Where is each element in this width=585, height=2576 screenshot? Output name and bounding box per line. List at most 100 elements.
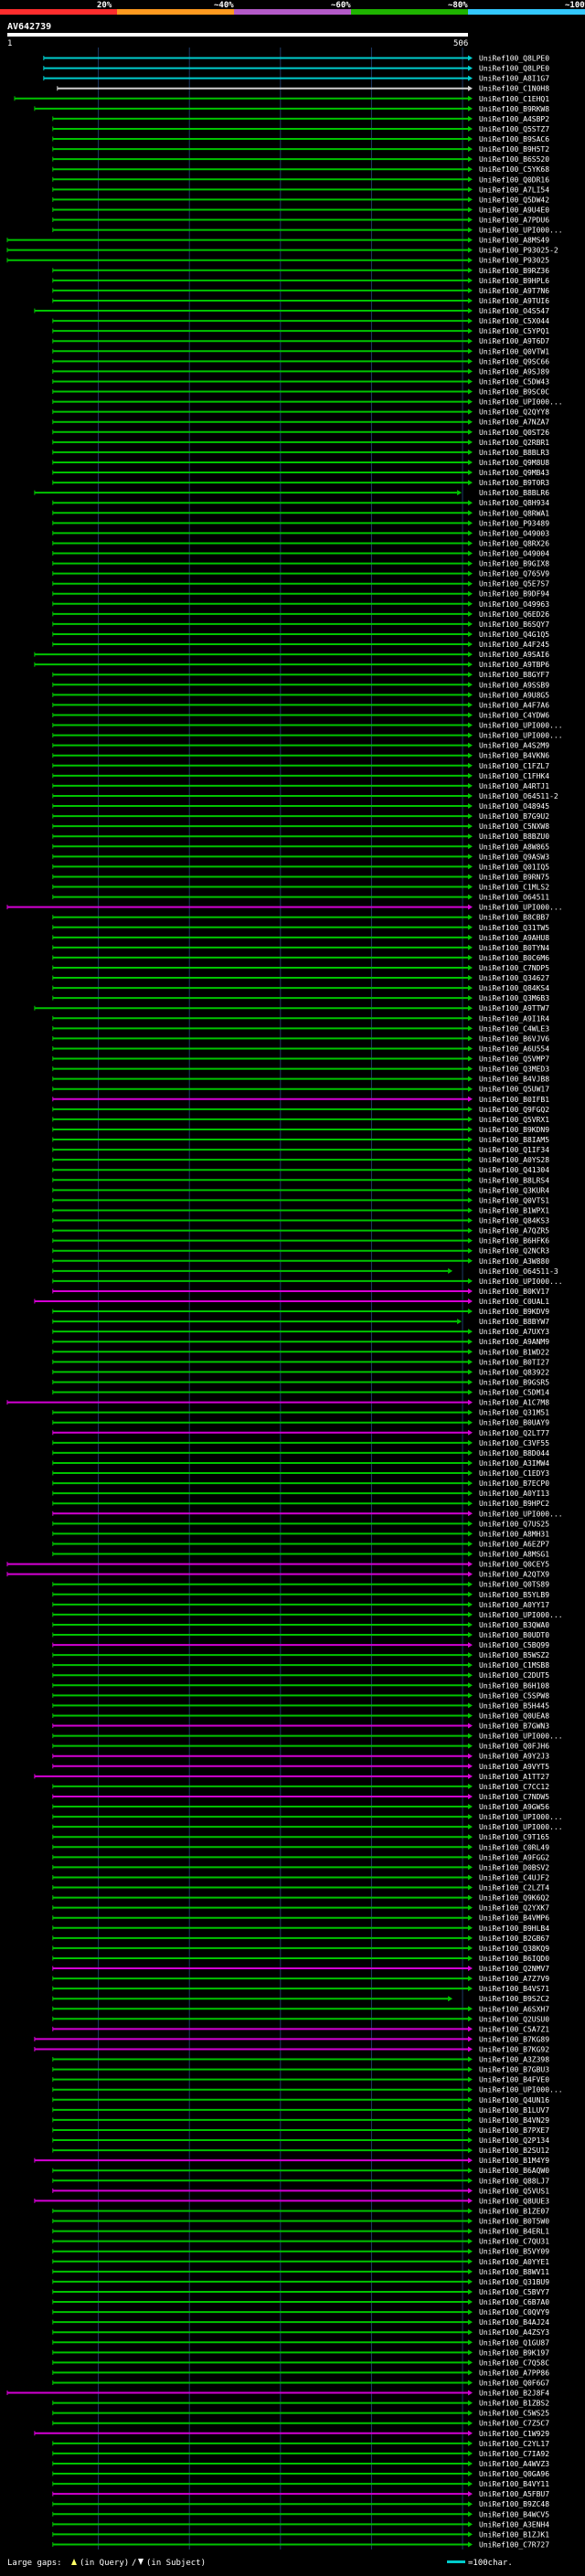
hit-row: UniRef100_A8MS49 [6,237,549,245]
hit-end-arrow-icon [468,1652,473,1659]
hit-row: UniRef100_B1ZBS2 [52,2400,549,2408]
hit-end-arrow-icon [468,338,473,345]
hit-end-arrow-icon [468,1126,473,1132]
hit-label: UniRef100_O4S547 [479,307,549,315]
hit-row: UniRef100_UPI000... [52,1813,563,1821]
hit-end-arrow-icon [468,2288,473,2295]
hit-row: UniRef100_B4VJB8 [52,1076,549,1084]
hit-row: UniRef100_B8BLR3 [52,449,549,457]
hit-label: UniRef100_A7LI54 [479,186,549,194]
hit-label: UniRef100_Q8LPE0 [479,55,549,63]
hit-row: UniRef100_Q01IQ5 [52,863,549,871]
hit-label: UniRef100_Q5VMP7 [479,1055,549,1064]
hit-end-arrow-icon [468,792,473,799]
hit-end-arrow-icon [468,2481,473,2487]
hit-end-arrow-icon [468,2349,473,2356]
hit-label: UniRef100_A4SBP2 [479,115,549,123]
hit-label: UniRef100_O49963 [479,600,549,609]
hit-row: UniRef100_A4ZSY3 [52,2328,549,2337]
hit-end-arrow-icon [468,2157,473,2164]
hit-end-arrow-icon [468,2410,473,2416]
hit-end-arrow-icon [468,1986,473,1992]
hit-label: UniRef100_B9RKW8 [479,105,549,113]
hit-end-arrow-icon [468,1511,473,1517]
hit-row: UniRef100_Q0F6G7 [52,2379,549,2387]
hit-label: UniRef100_A3Z398 [479,2056,549,2064]
hit-end-arrow-icon [468,954,473,960]
hit-end-arrow-icon [468,1783,473,1789]
hit-row: UniRef100_B7GBU3 [52,2066,549,2074]
hit-end-arrow-icon [468,2218,473,2224]
hit-label: UniRef100_A9Y2J3 [479,1753,549,1761]
hit-row: UniRef100_B9S2C2 [52,1995,549,2003]
hit-row: UniRef100_C1FHK4 [52,772,549,780]
hit-row: UniRef100_Q2USU0 [52,2015,549,2023]
hit-end-arrow-icon [468,1419,473,1426]
hit-row: UniRef100_A0YYE1 [52,2258,549,2266]
hit-row: UniRef100_A4SBP2 [52,115,549,123]
hit-end-arrow-icon [468,125,473,132]
hit-end-arrow-icon [468,105,473,111]
hit-row: UniRef100_A8MH31 [52,1530,549,1538]
hit-end-arrow-icon [468,95,473,101]
hit-label: UniRef100_A9I1R4 [479,1014,549,1023]
hit-end-arrow-icon [468,1814,473,1820]
hit-label: UniRef100_B0T5W0 [479,2218,549,2226]
hit-label: UniRef100_A4S2M9 [479,742,549,750]
hit-row: UniRef100_Q2LT77 [52,1429,549,1437]
hit-end-arrow-icon [468,500,473,506]
hit-end-arrow-icon [468,2268,473,2274]
hit-label: UniRef100_UPI000... [479,722,563,730]
hit-end-arrow-icon [468,1702,473,1709]
hit-label: UniRef100_A8MH31 [479,1530,549,1538]
hit-end-arrow-icon [468,2339,473,2346]
hit-row: UniRef100_A0YI13 [52,1489,549,1498]
hit-label: UniRef100_B2GB67 [479,1935,549,1943]
hit-row: UniRef100_B8BZU0 [52,832,549,841]
hit-row: UniRef100_C9T165 [52,1833,549,1841]
hit-label: UniRef100_Q2P134 [479,2136,549,2145]
hit-label: UniRef100_B4WCV5 [479,2510,549,2518]
hit-label: UniRef100_Q38KQ9 [479,1945,549,1953]
hit-end-arrow-icon [468,1834,473,1840]
hit-row: UniRef100_Q5VRX1 [52,1116,549,1124]
hit-row: UniRef100_UPI000... [52,722,563,730]
hit-row: UniRef100_B0IFB1 [52,1096,549,1104]
hit-row: UniRef100_A6EZP7 [52,1540,549,1548]
hit-row: UniRef100_A9ANM9 [52,1338,549,1346]
hit-row: UniRef100_Q1GU87 [52,2338,549,2347]
hit-label: UniRef100_Q6ED26 [479,610,549,619]
hit-end-arrow-icon [468,1106,473,1112]
hit-end-arrow-icon [468,975,473,981]
hit-end-arrow-icon [468,2440,473,2446]
hit-row: UniRef100_UPI000... [52,1611,563,1619]
hit-label: UniRef100_A1TT27 [479,1773,549,1781]
hit-end-arrow-icon [468,2521,473,2528]
hit-end-arrow-icon [468,1065,473,1072]
hit-label: UniRef100_B8IAM5 [479,1136,549,1144]
hit-row: UniRef100_B3QWA0 [52,1621,549,1629]
hit-row: UniRef100_B8IAM5 [52,1136,549,1144]
hit-end-arrow-icon [468,652,473,658]
identity-label-4: ~80% [448,1,468,10]
hit-row: UniRef100_P93025-2 [6,247,558,255]
hit-label: UniRef100_A8W865 [479,843,549,851]
hit-row: UniRef100_A9I1R4 [52,1014,549,1023]
hit-end-arrow-icon [468,368,473,375]
hit-end-arrow-icon [468,419,473,425]
hit-end-arrow-icon [468,439,473,445]
identity-color-scale [0,9,585,15]
hit-end-arrow-icon [468,2319,473,2326]
hit-label: UniRef100_B0TYN4 [479,944,549,952]
hit-label: UniRef100_C1MSB8 [479,1661,549,1670]
hit-end-arrow-icon [468,1429,473,1436]
hit-label: UniRef100_Q4UN16 [479,2096,549,2104]
hit-label: UniRef100_A4F245 [479,641,549,649]
hit-label: UniRef100_B4ERL1 [479,2228,549,2236]
hit-end-arrow-icon [468,2359,473,2366]
hit-end-arrow-icon [468,2066,473,2072]
hit-label: UniRef100_A6EZP7 [479,1540,549,1548]
hit-end-arrow-icon [468,833,473,840]
hit-end-arrow-icon [468,712,473,718]
